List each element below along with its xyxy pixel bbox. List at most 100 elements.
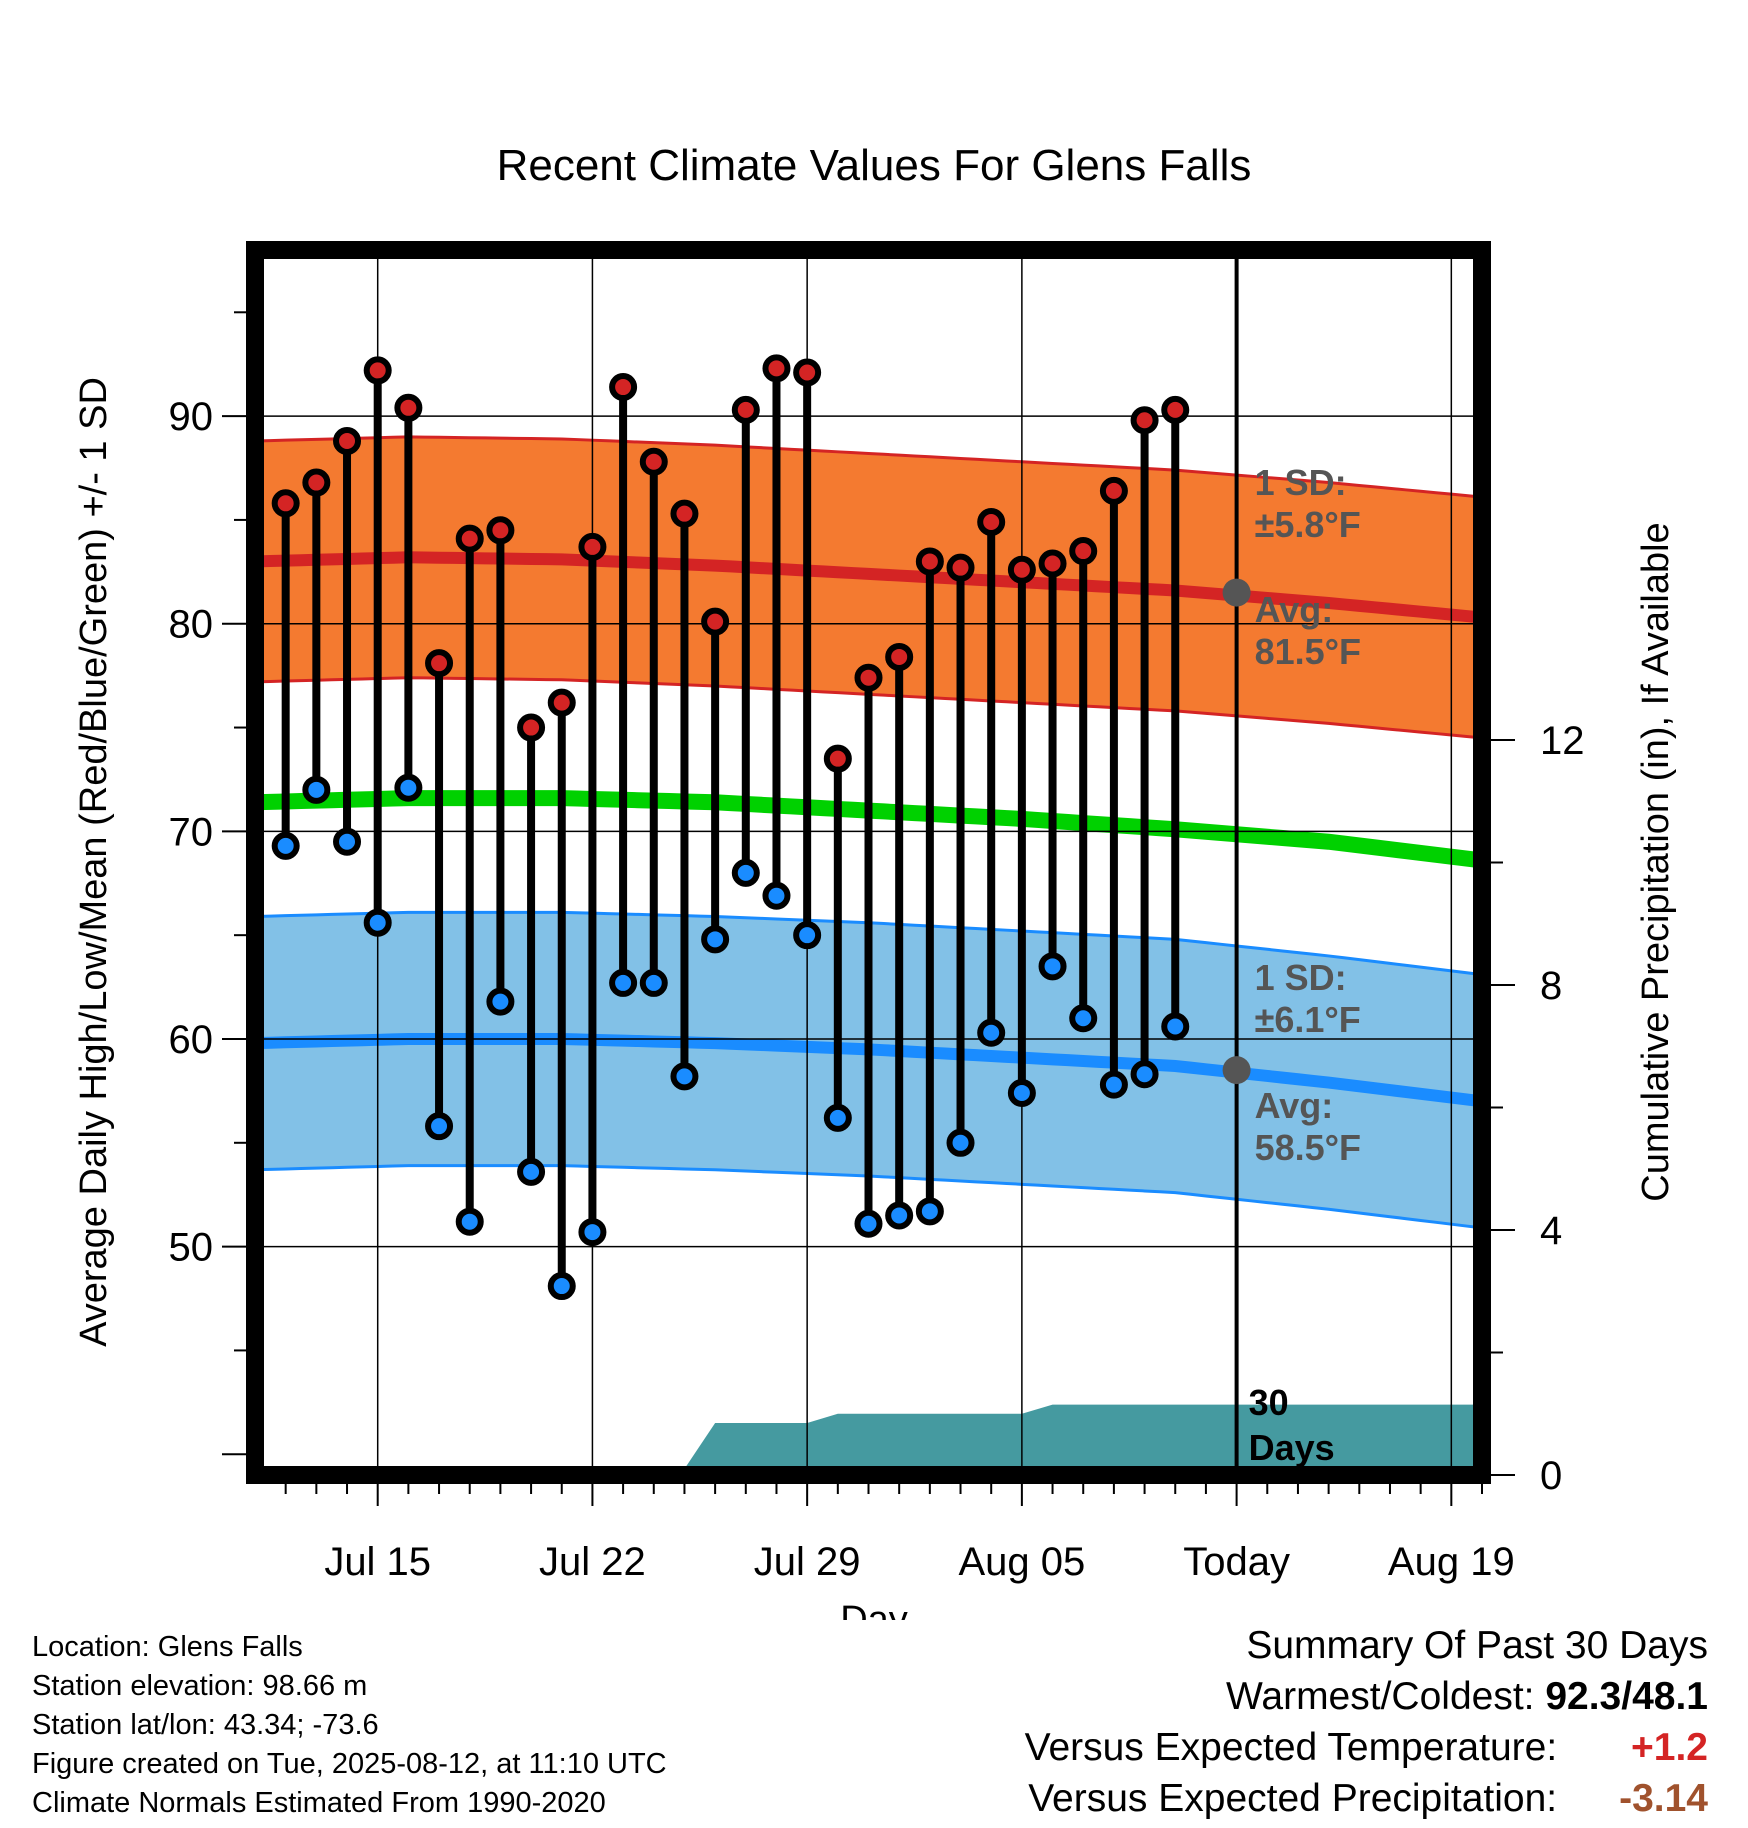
y-axis-label: Average Daily High/Low/Mean (Red/Blue/Gr…	[73, 377, 115, 1347]
daily-high-point	[1069, 537, 1098, 566]
daily-high-point	[425, 649, 454, 678]
x-tick-label: Jul 22	[539, 1540, 646, 1584]
daily-high-point	[854, 663, 883, 692]
daily-high-point	[885, 642, 914, 671]
daily-high-point	[823, 744, 852, 773]
latlon-text: Station lat/lon: 43.34; -73.6	[32, 1709, 379, 1741]
daily-high-point	[578, 532, 607, 561]
daily-low-point	[701, 925, 730, 954]
temp-label: Versus Expected Temperature:	[1024, 1726, 1558, 1769]
daily-high-point	[455, 524, 484, 553]
plot-frame	[246, 241, 1491, 1484]
created-text: Figure created on Tue, 2025-08-12, at 11…	[32, 1748, 667, 1780]
daily-high-point	[1099, 476, 1128, 505]
climate-chart: Recent Climate Values For Glens Falls 1 …	[73, 141, 1677, 1620]
precip-row: Versus Expected Precipitation: -3.14	[1025, 1773, 1708, 1824]
daily-low-point	[854, 1209, 883, 1238]
daily-low-point	[1038, 952, 1067, 981]
daily-low-point	[639, 968, 668, 997]
daily-high-point	[394, 393, 423, 422]
precip-value: -3.14	[1619, 1777, 1708, 1820]
low-avg-label: Avg:	[1255, 1085, 1334, 1126]
daily-low-point	[609, 968, 638, 997]
precip-label: Versus Expected Precipitation:	[1028, 1777, 1558, 1820]
low-sd-label: 1 SD:	[1255, 957, 1347, 998]
daily-high-point	[946, 553, 975, 582]
daily-high-point	[639, 447, 668, 476]
daily-high-point	[609, 373, 638, 402]
summary-heading: Summary Of Past 30 Days	[1246, 1624, 1708, 1667]
y2-tick-label: 8	[1540, 964, 1562, 1008]
y-tick-label: 60	[169, 1018, 214, 1062]
daily-low-point	[271, 831, 300, 860]
y2-tick-label: 0	[1540, 1454, 1562, 1498]
daily-high-point	[1007, 555, 1036, 584]
precipitation-area	[255, 1404, 1482, 1475]
high-sd-value: ±5.8°F	[1255, 504, 1361, 545]
daily-low-point	[885, 1201, 914, 1230]
daily-low-point	[333, 827, 362, 856]
daily-high-point	[670, 499, 699, 528]
daily-low-point	[425, 1112, 454, 1141]
summary-panel: Summary Of Past 30 Days Warmest/Coldest:…	[1025, 1620, 1708, 1824]
daily-low-point	[762, 881, 791, 910]
y-tick-label: 80	[169, 603, 214, 647]
daily-low-point	[1007, 1078, 1036, 1107]
daily-low-point	[302, 775, 331, 804]
warm-cold-label: Warmest/Coldest:	[1226, 1675, 1535, 1718]
location-text: Location: Glens Falls	[32, 1631, 303, 1663]
daily-high-point	[701, 607, 730, 636]
daily-low-point	[486, 987, 515, 1016]
daily-low-point	[946, 1128, 975, 1157]
temp-value: +1.2	[1631, 1726, 1708, 1769]
daily-low-point	[915, 1197, 944, 1226]
daily-low-point	[1069, 1004, 1098, 1033]
daily-low-point	[823, 1103, 852, 1132]
chart-title: Recent Climate Values For Glens Falls	[497, 141, 1252, 190]
today-low-marker	[1222, 1056, 1251, 1085]
y2-tick-label: 4	[1540, 1209, 1562, 1253]
daily-high-point	[977, 507, 1006, 536]
normals-text: Climate Normals Estimated From 1990-2020	[32, 1787, 606, 1819]
x-tick-label: Jul 29	[754, 1540, 861, 1584]
warm-cold-value: 92.3/48.1	[1545, 1675, 1708, 1718]
daily-low-point	[731, 858, 760, 887]
daily-high-point	[793, 358, 822, 387]
low-sd-value: ±6.1°F	[1255, 999, 1361, 1040]
daily-low-point	[363, 908, 392, 937]
daily-high-point	[333, 427, 362, 456]
daily-low-point	[455, 1207, 484, 1236]
daily-high-point	[271, 489, 300, 518]
station-info: Location: Glens Falls Station elevation:…	[32, 1628, 667, 1823]
daily-low-point	[394, 773, 423, 802]
x-tick-label: Aug 05	[958, 1540, 1085, 1584]
daily-high-point	[547, 688, 576, 717]
daily-high-point	[1038, 549, 1067, 578]
days-label: Days	[1249, 1427, 1335, 1468]
y-tick-label: 50	[169, 1226, 214, 1270]
x-tick-label: Aug 19	[1388, 1540, 1515, 1584]
normal-high-upper-edge	[254, 435, 1483, 499]
y-tick-label: 70	[169, 810, 214, 854]
high-sd-label: 1 SD:	[1255, 462, 1347, 503]
x-axis-label: Day	[840, 1599, 908, 1620]
warm-cold-row: Warmest/Coldest: 92.3/48.1	[1025, 1671, 1708, 1722]
daily-low-point	[793, 921, 822, 950]
daily-high-point	[486, 516, 515, 545]
daily-high-point	[517, 713, 546, 742]
daily-low-point	[547, 1272, 576, 1301]
daily-low-point	[1130, 1060, 1159, 1089]
high-avg-label: Avg:	[1255, 589, 1334, 630]
daily-high-point	[731, 395, 760, 424]
y2-tick-label: 12	[1540, 719, 1585, 763]
x-tick-label: Today	[1183, 1540, 1290, 1584]
daily-low-point	[1099, 1070, 1128, 1099]
daily-high-point	[915, 547, 944, 576]
daily-high-point	[302, 468, 331, 497]
normal-high-average-line	[254, 551, 1483, 624]
daily-high-point	[1161, 395, 1190, 424]
days-count: 30	[1249, 1382, 1289, 1423]
daily-low-point	[578, 1218, 607, 1247]
today-high-marker	[1222, 578, 1251, 607]
low-avg-value: 58.5°F	[1255, 1127, 1361, 1168]
